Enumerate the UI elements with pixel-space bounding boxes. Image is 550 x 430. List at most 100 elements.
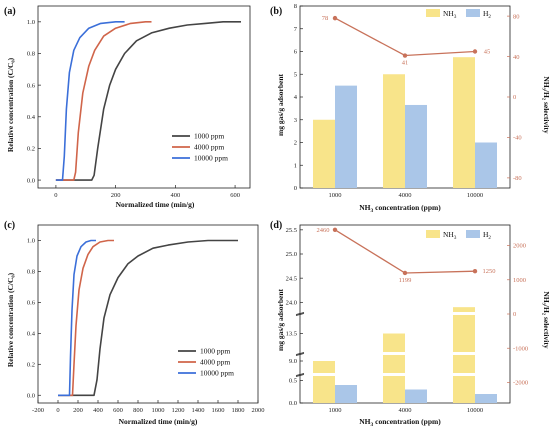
- panel-a-frame: [37, 5, 251, 189]
- panel-a-ytick-label-1: 0.2: [27, 146, 35, 153]
- panel-d-ytick-label-3: 13.5: [286, 331, 297, 338]
- panel-b-y2label: NH₃/H₂ selectivity: [542, 76, 550, 133]
- panel-c-ytick-label-3: 0.6: [27, 300, 36, 307]
- panel-c-xlabel: Normalized time (min/g): [119, 417, 198, 426]
- panel-a-xlabel: Normalized time (min/g): [116, 200, 195, 209]
- panel-d-selectivity-label-2: 1250: [483, 268, 496, 275]
- panel-b-tag: (b): [270, 6, 282, 17]
- panel-d-ylabel: mg gas/g adsorbent: [276, 288, 285, 351]
- panel-b-ytick-label-1: 1: [294, 162, 297, 169]
- panel-c-xtick-label-2: 200: [73, 407, 83, 414]
- panel-d-y2label: NH₃/H₂ selectivity: [542, 291, 550, 348]
- panel-b-ytick-label-8: 8: [294, 3, 297, 10]
- panel-b-ylabel: mg gas/g adsorbent: [276, 73, 285, 136]
- panel-c-xtick-label-0: -200: [32, 407, 44, 414]
- panel-a-ytick-label-4: 0.8: [27, 51, 35, 58]
- panel-b-ytick-label-3: 3: [294, 117, 297, 124]
- panel-d-break-mark-b-2: [295, 313, 305, 316]
- panel-b-bar-h2-0: [335, 85, 357, 188]
- panel-b-ytick-label-5: 5: [294, 71, 297, 78]
- panel-d-ytick-label-5: 24.5: [286, 275, 297, 282]
- panel-d-tag: (d): [270, 220, 282, 231]
- panel-a-xtick-label-2: 400: [170, 192, 180, 199]
- panel-c-xtick-label-1: 0: [56, 407, 59, 414]
- panel-b-y2tick-label-3: 40: [513, 54, 520, 61]
- panel-c-xtick-label-10: 1800: [232, 407, 245, 414]
- panel-b-ytick-label-4: 4: [294, 94, 298, 101]
- panel-a-series-1: [55, 20, 152, 181]
- panel-d-xtick-label-2: 10000: [467, 407, 483, 414]
- panel-c-frame: [37, 224, 259, 404]
- panel-c-xtick-label-11: 2000: [252, 407, 265, 414]
- panel-d-ytick-label-0: 0.0: [289, 400, 297, 407]
- panel-b-bar-nh3-1: [383, 74, 405, 188]
- panel-c-legend-label-2: 10000 ppm: [200, 369, 234, 378]
- panel-d-ytick-label-1: 0.5: [289, 378, 297, 385]
- panel-a-legend-label-2: 10000 ppm: [194, 154, 228, 163]
- panel-d-legend-h2-swatch: [466, 230, 480, 238]
- panel-b-selectivity-label-2: 45: [484, 49, 491, 56]
- panel-a-ytick-label-5: 1.0: [27, 19, 35, 26]
- panel-b-selectivity-point-0: [332, 15, 338, 21]
- panel-b-selectivity-point-1: [402, 53, 408, 58]
- panel-c-xtick-label-5: 800: [133, 407, 143, 414]
- panel-d-selectivity-point-0: [332, 227, 338, 232]
- panel-b-ytick-label-0: 0: [294, 185, 297, 192]
- panel-d-bar-nh3-0: [313, 361, 335, 403]
- panel-b-ytick-label-7: 7: [294, 26, 298, 33]
- panel-b-bar-h2-1: [405, 104, 427, 188]
- panel-d-selectivity-point-2: [472, 269, 478, 274]
- panel-c-legend-label-0: 1000 ppm: [200, 347, 230, 356]
- panel-d-bar-h2-2: [475, 394, 497, 403]
- panel-c-xtick-label-8: 1400: [192, 407, 205, 414]
- panel-c-xtick-label-6: 1000: [152, 407, 165, 414]
- panel-d-legend-nh3: NH3: [443, 230, 457, 241]
- panel-d-axis-break-0: [301, 373, 509, 376]
- panel-a-ylabel: Relative concentration (C/C₀): [6, 57, 15, 152]
- panel-d-break-mark-a-0: [295, 373, 305, 376]
- panel-b-selectivity-line: [334, 17, 476, 57]
- panel-d-break-mark-a-1: [295, 352, 305, 355]
- panel-b-bar-nh3-0: [313, 119, 335, 188]
- panel-c-xtick-label-7: 1200: [172, 407, 185, 414]
- panel-b-selectivity-label-0: 78: [322, 15, 329, 22]
- panel-d-y2tick-label-4: 2000: [513, 243, 526, 250]
- panel-d-y2tick-label-3: 1000: [513, 277, 526, 284]
- panel-d-bar-nh3-2: [453, 307, 475, 403]
- panel-c-xtick-label-9: 1600: [212, 407, 225, 414]
- panel-a-series-2: [55, 20, 125, 181]
- panel-a-xtick-label-0: 0: [54, 192, 57, 199]
- panel-b-legend-nh3-swatch: [426, 9, 440, 17]
- panel-d-ytick-label-7: 25.5: [286, 227, 297, 234]
- panel-b-selectivity-point-2: [472, 49, 478, 54]
- panel-b-legend-nh3: NH3: [443, 9, 457, 20]
- panel-c-series-0: [58, 239, 238, 397]
- panel-b-xtick-label-0: 1000: [329, 192, 342, 199]
- panel-d-bar-h2-0: [335, 385, 357, 403]
- panel-c-xtick-label-4: 600: [113, 407, 123, 414]
- panel-c-tag: (c): [4, 220, 15, 231]
- panel-d-ytick-label-2: 9.0: [289, 358, 297, 365]
- panel-d-selectivity-label-0: 2460: [317, 227, 330, 234]
- panel-b-y2tick-label-4: 80: [513, 13, 520, 20]
- panel-d-xtick-label-1: 4000: [399, 407, 412, 414]
- panel-d-y2tick-label-0: -2000: [513, 380, 528, 387]
- panel-a-xtick-label-3: 600: [230, 192, 240, 199]
- panel-d-selectivity-label-1: 1199: [399, 277, 412, 284]
- panel-d-break-mark-b-1: [295, 353, 305, 356]
- panel-c-ytick-label-2: 0.4: [27, 331, 36, 338]
- panel-a-ytick-label-2: 0.4: [27, 114, 36, 121]
- panel-b-selectivity-label-1: 41: [402, 60, 409, 67]
- panel-c-series-2: [58, 239, 96, 397]
- panel-c-ylabel: Relative concentration (C/C₀): [6, 272, 15, 367]
- panel-b-ytick-label-6: 6: [294, 49, 298, 56]
- panel-b-legend-h2: H2: [483, 9, 491, 20]
- panel-d-bar-h2-1: [405, 389, 427, 403]
- panel-b-y2tick-label-0: -80: [513, 175, 522, 182]
- panel-a-legend-label-1: 4000 ppm: [194, 143, 224, 152]
- panel-b-y2tick-label-2: 0: [513, 94, 516, 101]
- panel-c-ytick-label-1: 0.2: [27, 362, 35, 369]
- panel-c-ytick-label-5: 1.0: [27, 238, 35, 245]
- panel-d-axis-break-2: [301, 312, 509, 315]
